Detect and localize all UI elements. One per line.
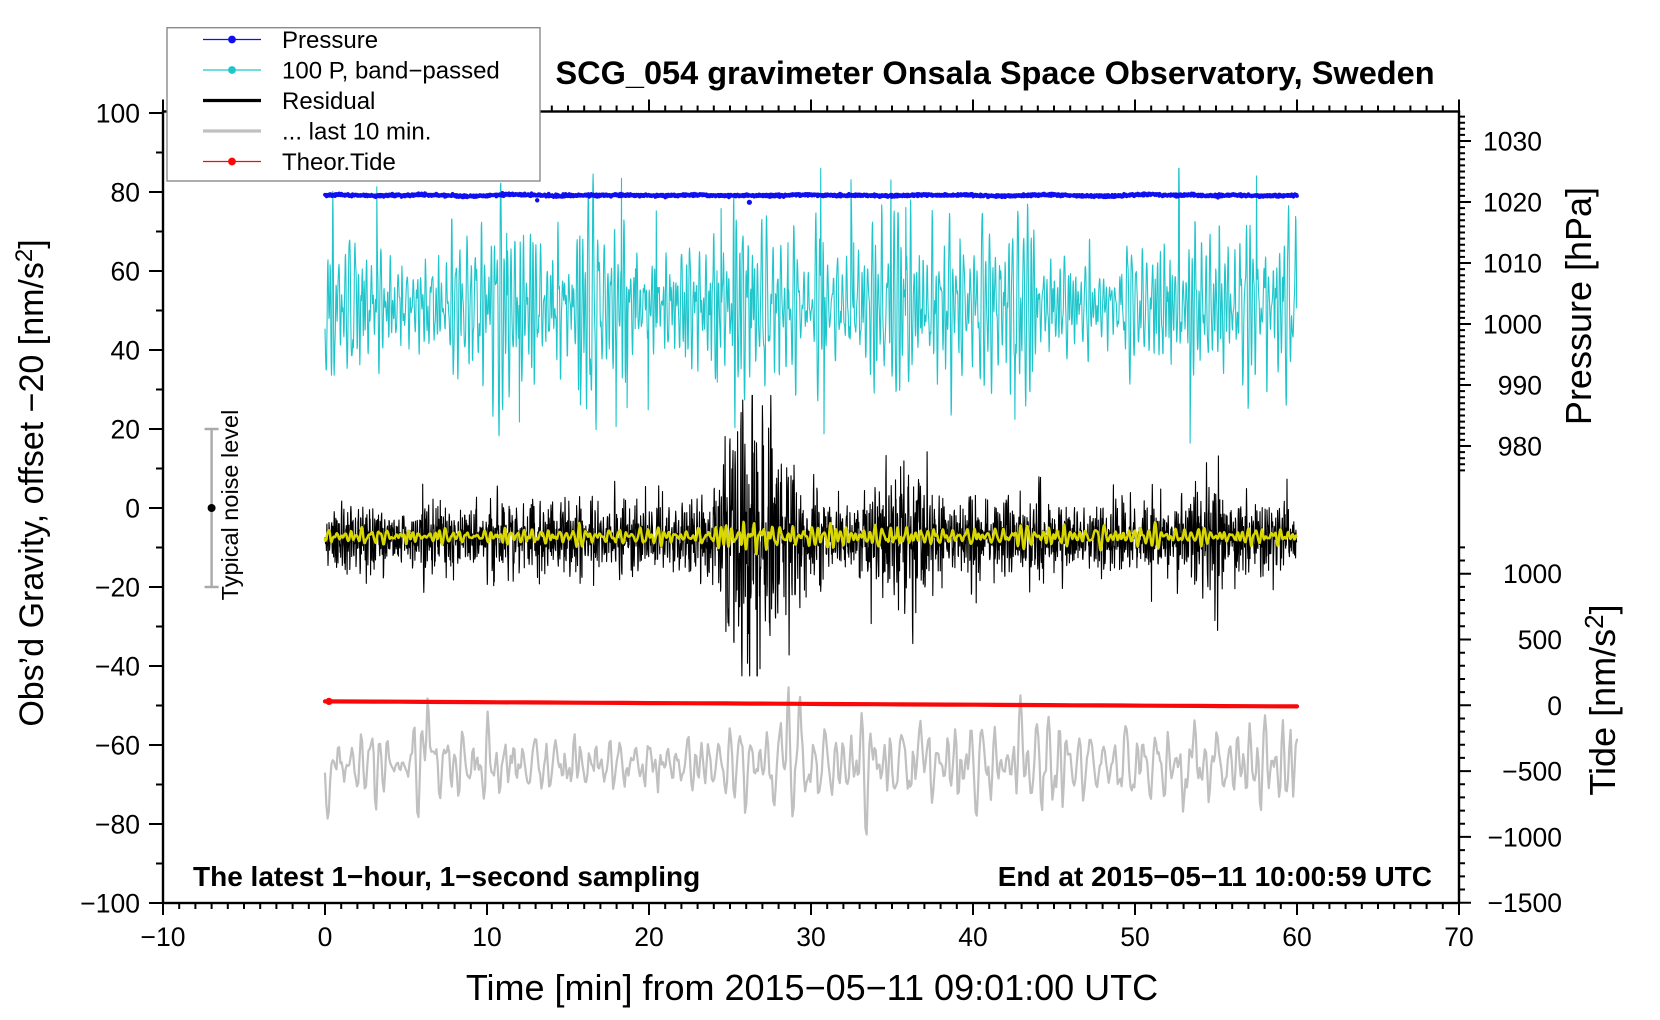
svg-text:70: 70 [1444,922,1473,952]
svg-text:80: 80 [111,178,140,208]
svg-text:40: 40 [111,336,140,366]
svg-text:1000: 1000 [1483,310,1542,340]
svg-text:−80: −80 [95,810,140,840]
svg-text:−10: −10 [141,922,186,952]
svg-text:−1000: −1000 [1488,822,1562,852]
svg-text:100: 100 [96,99,140,129]
svg-text:SCG_054 gravimeter Onsala Spac: SCG_054 gravimeter Onsala Space Observat… [555,55,1434,91]
svg-text:500: 500 [1518,625,1562,655]
svg-text:60: 60 [111,257,140,287]
svg-text:10: 10 [472,922,501,952]
svg-text:0: 0 [1547,691,1562,721]
svg-text:−20: −20 [95,573,140,603]
svg-text:990: 990 [1498,371,1542,401]
svg-text:Pressure: Pressure [282,27,378,54]
svg-text:1010: 1010 [1483,249,1542,279]
svg-text:100 P, band−passed: 100 P, band−passed [282,58,500,85]
svg-text:30: 30 [796,922,825,952]
svg-text:−1500: −1500 [1488,888,1562,918]
svg-text:980: 980 [1498,432,1542,462]
svg-text:Typical noise level: Typical noise level [217,410,243,601]
svg-text:40: 40 [958,922,987,952]
svg-text:20: 20 [111,415,140,445]
svg-text:−500: −500 [1502,757,1562,787]
svg-text:20: 20 [634,922,663,952]
svg-text:50: 50 [1120,922,1149,952]
svg-text:Pressure [hPa]: Pressure [hPa] [1558,187,1599,425]
svg-text:0: 0 [318,922,333,952]
svg-text:0: 0 [125,494,140,524]
svg-text:Theor.Tide: Theor.Tide [282,149,396,176]
svg-text:Tide [nm/s2]: Tide [nm/s2] [1579,604,1623,795]
svg-text:1030: 1030 [1483,127,1542,157]
svg-text:60: 60 [1282,922,1311,952]
svg-text:−40: −40 [95,652,140,682]
svg-text:Residual: Residual [282,88,375,115]
svg-text:−100: −100 [80,889,140,919]
svg-text:Obs’d Gravity, offset −20 [nm/: Obs’d Gravity, offset −20 [nm/s2] [11,239,51,726]
svg-text:Time [min] from 2015−05−11 09:: Time [min] from 2015−05−11 09:01:00 UTC [466,967,1158,1008]
svg-text:The latest 1−hour, 1−second sa: The latest 1−hour, 1−second sampling [193,861,700,892]
svg-text:1000: 1000 [1503,559,1562,589]
svg-text:1020: 1020 [1483,188,1542,218]
svg-text:End at 2015−05−11 10:00:59 UTC: End at 2015−05−11 10:00:59 UTC [998,861,1432,892]
svg-text:... last 10 min.: ... last 10 min. [282,119,431,146]
svg-text:−60: −60 [95,731,140,761]
